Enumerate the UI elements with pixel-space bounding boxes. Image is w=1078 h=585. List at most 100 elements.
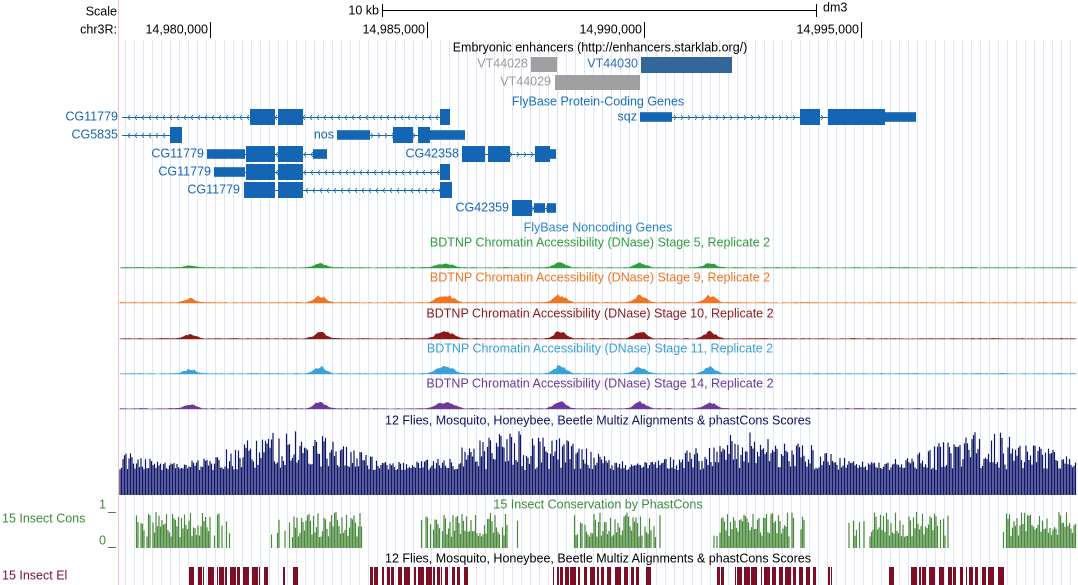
exon[interactable]	[278, 109, 303, 125]
conserved-element[interactable]	[219, 567, 224, 585]
conserved-element[interactable]	[744, 567, 750, 585]
conserved-element[interactable]	[988, 567, 994, 585]
conserved-element[interactable]	[230, 567, 236, 585]
conserved-element[interactable]	[208, 567, 214, 585]
conserved-element[interactable]	[922, 567, 926, 585]
exon[interactable]	[440, 164, 450, 180]
enhancer[interactable]	[555, 75, 640, 90]
conserved-element[interactable]	[751, 567, 757, 585]
exon[interactable]	[488, 146, 510, 162]
conserved-element[interactable]	[464, 567, 468, 585]
exon[interactable]	[244, 182, 275, 198]
exon[interactable]	[440, 109, 450, 125]
exon[interactable]	[246, 146, 275, 162]
conserved-element[interactable]	[557, 567, 559, 585]
gene-label[interactable]: sqz	[618, 109, 637, 123]
exon[interactable]	[430, 130, 465, 140]
conserved-element[interactable]	[553, 567, 554, 585]
exon[interactable]	[278, 182, 303, 198]
conserved-element[interactable]	[831, 567, 832, 585]
conserved-element[interactable]	[717, 567, 720, 585]
exon[interactable]	[207, 149, 245, 159]
conserved-element[interactable]	[426, 567, 432, 585]
gene-label[interactable]: CG5835	[71, 127, 118, 141]
conserved-element[interactable]	[259, 567, 260, 585]
exon[interactable]	[250, 109, 275, 125]
exon[interactable]	[547, 203, 556, 213]
conserved-element[interactable]	[631, 567, 634, 585]
conserved-element[interactable]	[793, 567, 796, 585]
conserved-element[interactable]	[590, 567, 595, 585]
conserved-element[interactable]	[764, 567, 770, 585]
exon[interactable]	[550, 149, 556, 159]
conserved-element[interactable]	[382, 567, 384, 585]
conserved-element[interactable]	[813, 567, 816, 585]
conserved-element[interactable]	[615, 567, 621, 585]
exon[interactable]	[462, 146, 485, 162]
conserved-element[interactable]	[452, 567, 455, 585]
conserved-element[interactable]	[982, 567, 986, 585]
exon[interactable]	[214, 167, 245, 177]
conserved-element[interactable]	[264, 567, 268, 585]
conserved-element[interactable]	[721, 567, 724, 585]
conserved-element[interactable]	[441, 567, 442, 585]
conserved-element[interactable]	[418, 567, 424, 585]
exon[interactable]	[170, 127, 182, 143]
conserved-element[interactable]	[189, 567, 194, 585]
conserved-element[interactable]	[799, 567, 803, 585]
conserved-element[interactable]	[391, 567, 394, 585]
conserved-element[interactable]	[293, 567, 298, 585]
conserved-element[interactable]	[975, 567, 978, 585]
conserved-element[interactable]	[737, 567, 742, 585]
exon[interactable]	[313, 149, 327, 159]
conserved-element[interactable]	[636, 567, 639, 585]
conserved-element[interactable]	[457, 567, 460, 585]
conserved-element[interactable]	[929, 567, 935, 585]
exon[interactable]	[337, 130, 370, 140]
exon[interactable]	[440, 182, 452, 198]
enhancer-label[interactable]: VT44029	[500, 74, 551, 88]
exon[interactable]	[535, 146, 550, 162]
exon[interactable]	[418, 127, 430, 143]
conserved-element[interactable]	[252, 567, 258, 585]
conserved-element[interactable]	[601, 567, 604, 585]
conserved-element[interactable]	[889, 567, 894, 585]
conserved-element[interactable]	[806, 567, 810, 585]
conserved-element[interactable]	[198, 567, 202, 585]
exon[interactable]	[534, 203, 545, 213]
conserved-element[interactable]	[560, 567, 563, 585]
conserved-element[interactable]	[785, 567, 791, 585]
gene-label[interactable]: CG42359	[455, 200, 509, 214]
enhancer-label[interactable]: VT44028	[477, 56, 528, 70]
conserved-element[interactable]	[283, 567, 285, 585]
gene-label[interactable]: CG11779	[158, 164, 211, 178]
conserved-element[interactable]	[761, 567, 762, 585]
conserved-element[interactable]	[387, 567, 390, 585]
conserved-element[interactable]	[735, 567, 736, 585]
exon[interactable]	[512, 200, 532, 216]
gene-label[interactable]: CG11779	[65, 109, 118, 123]
exon[interactable]	[278, 146, 303, 162]
conserved-element[interactable]	[584, 567, 587, 585]
gene-label[interactable]: CG42358	[405, 146, 459, 160]
conserved-element[interactable]	[607, 567, 611, 585]
conserved-element[interactable]	[939, 567, 944, 585]
exon[interactable]	[640, 112, 672, 122]
enhancer[interactable]	[531, 57, 557, 72]
conserved-element[interactable]	[398, 567, 402, 585]
conserved-element[interactable]	[911, 567, 917, 585]
conserved-element[interactable]	[565, 567, 569, 585]
gene-label[interactable]: CG11779	[187, 182, 240, 196]
enhancer-label[interactable]: VT44030	[587, 56, 638, 70]
conserved-element[interactable]	[953, 567, 956, 585]
conserved-element[interactable]	[437, 567, 440, 585]
conserved-element[interactable]	[433, 567, 435, 585]
conserved-element[interactable]	[828, 567, 830, 585]
gene-label[interactable]: CG11779	[151, 146, 204, 160]
conserved-element[interactable]	[919, 567, 921, 585]
conserved-element[interactable]	[570, 567, 576, 585]
exon[interactable]	[246, 164, 275, 180]
conserved-element[interactable]	[445, 567, 448, 585]
conserved-element[interactable]	[370, 567, 373, 585]
